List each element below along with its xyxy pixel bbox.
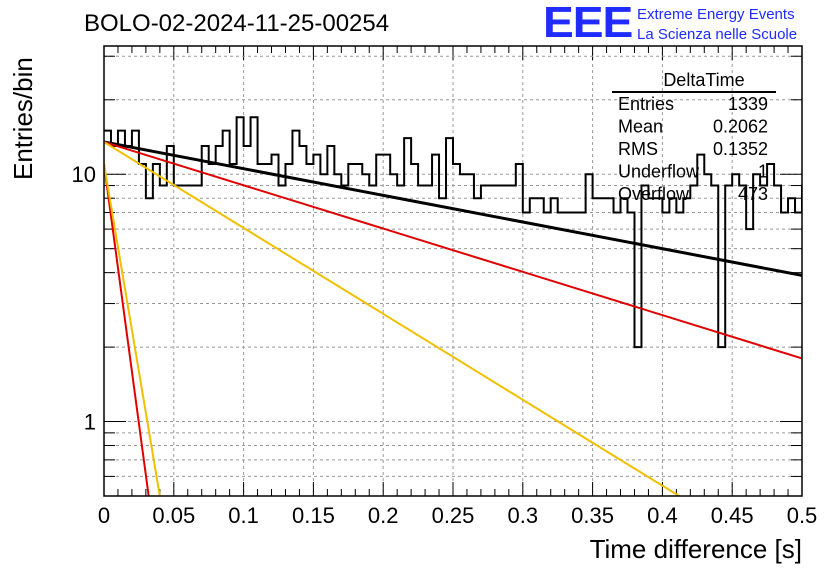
x-tick-label: 0 [98, 503, 110, 528]
x-tick-label: 0.5 [787, 503, 818, 528]
eee-logo: EEE [543, 0, 633, 47]
x-tick-label: 0.2 [368, 503, 399, 528]
stats-title: DeltaTime [663, 70, 744, 90]
x-tick-label: 0.4 [647, 503, 678, 528]
fit-line-3 [104, 141, 680, 496]
x-tick-label: 0.45 [711, 503, 754, 528]
chart-title: BOLO-02-2024-11-25-00254 [84, 10, 390, 37]
y-tick-label: 10 [72, 162, 96, 187]
fit-line-2 [104, 141, 802, 360]
stats-value: 473 [738, 184, 768, 204]
stats-label: Entries [618, 94, 674, 114]
x-tick-label: 0.35 [571, 503, 614, 528]
logo-caption-line2: La Scienza nelle Scuole [637, 26, 798, 43]
fit-line-4 [104, 163, 150, 496]
logo-caption-line1: Extreme Energy Events [637, 6, 795, 23]
stats-value: 1339 [728, 94, 768, 114]
x-tick-label: 0.15 [292, 503, 335, 528]
stats-value: 0.2062 [713, 117, 768, 137]
fit-line-5 [104, 163, 161, 496]
y-tick-label: 1 [84, 410, 96, 435]
stats-label: Overflow [618, 184, 690, 204]
x-tick-label: 0.05 [152, 503, 195, 528]
logo-caption: Extreme Energy Events La Scienza nelle S… [637, 5, 797, 45]
x-tick-label: 0.25 [432, 503, 475, 528]
x-axis-label: Time difference [s] [589, 534, 802, 564]
x-tick-label: 0.1 [228, 503, 259, 528]
stats-label: Mean [618, 117, 663, 137]
plot-frame [103, 45, 803, 497]
stats-label: Underflow [618, 162, 700, 182]
x-tick-label: 0.3 [508, 503, 539, 528]
histogram-outline [104, 116, 802, 349]
stats-value: 1 [758, 162, 768, 182]
fit-line-1 [104, 140, 802, 277]
stats-value: 0.1352 [713, 139, 768, 159]
stats-label: RMS [618, 139, 658, 159]
